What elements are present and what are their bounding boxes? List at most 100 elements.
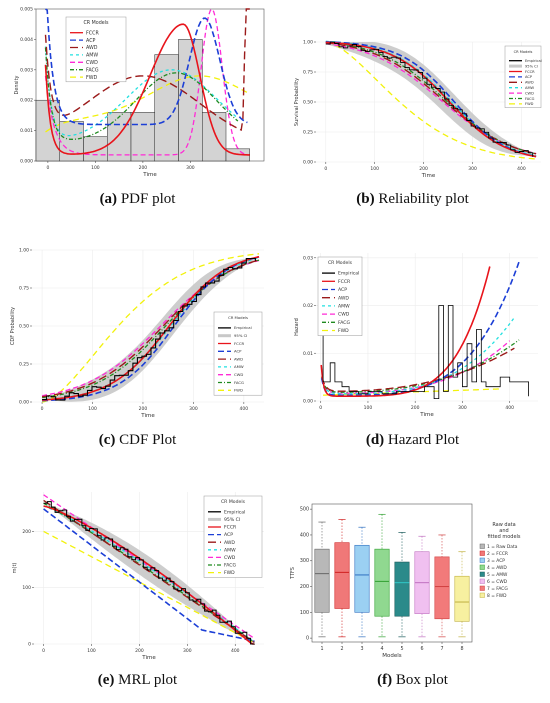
- x-tick-label: 100: [88, 406, 97, 412]
- legend-title: CR Models: [514, 50, 533, 54]
- legend-label: 95% CI: [234, 333, 247, 338]
- legend-swatch: [479, 592, 485, 598]
- ci-band: [42, 257, 259, 402]
- x-tick-label: 300: [183, 648, 192, 654]
- box-rect: [314, 548, 330, 613]
- x-tick-label: 300: [468, 166, 477, 172]
- legend-label: AWD: [338, 295, 349, 301]
- caption-cdf: (c) CDF Plot: [0, 432, 275, 449]
- legend-label: ACP: [525, 75, 533, 79]
- series-awd-line: [321, 347, 515, 392]
- series-fccr-line: [320, 266, 491, 397]
- mrl-panel: 0 100 200 300 400 0 100 200 Time m(t) CR Models Emp…: [4, 484, 269, 666]
- series-empirical-line: [43, 501, 255, 645]
- x-tick-label: 300: [458, 405, 467, 411]
- box-rect: [334, 542, 350, 609]
- box-rect: [374, 548, 390, 617]
- histogram-bar: [59, 121, 84, 162]
- series-amw-line: [44, 46, 239, 137]
- series-fwd-line: [325, 41, 537, 160]
- legend-label: AMW: [525, 86, 535, 90]
- legend-label: ACP: [86, 38, 96, 44]
- legend-label: FACG: [86, 67, 99, 73]
- cdf-panel: 0 100 200 300 400 0.00 0.25 0.50 0.75 1.00 Time CDF…: [4, 245, 269, 427]
- x-tick-label: 200: [135, 648, 144, 654]
- histogram-bar: [202, 112, 227, 162]
- x-tick-label: 5: [400, 646, 403, 652]
- legend-label: CWD: [86, 60, 98, 66]
- y-tick-label: 0.001: [20, 128, 33, 134]
- legend-title: fitted models: [487, 534, 520, 540]
- series-awd-line: [43, 499, 255, 643]
- y-axis-label: Survival Probability: [294, 78, 300, 126]
- series-cwd-line: [321, 340, 511, 394]
- y-tick-label: 0.00: [19, 400, 29, 406]
- y-tick-label: 0.00: [303, 399, 313, 405]
- legend-label: FACG: [224, 563, 236, 569]
- y-tick-label: 0.03: [303, 255, 313, 261]
- x-tick-label: 0: [324, 166, 327, 172]
- pdf-panel: 0 100 200 300 0.000 0.001 0.002 0.003 0.004 0.005…: [4, 4, 269, 186]
- plot-border: [311, 503, 473, 643]
- series-facg-line: [321, 339, 520, 393]
- box-rect: [354, 544, 370, 613]
- x-tick-label: 7: [440, 646, 443, 652]
- legend-title: CR Models: [328, 260, 353, 266]
- legend-label: AWD: [86, 45, 98, 51]
- legend-label: FWD: [224, 570, 235, 576]
- legend-label: FWD: [525, 102, 534, 106]
- y-tick-label: 0.75: [303, 70, 313, 76]
- legend-label: AWD: [234, 356, 243, 361]
- y-tick-label: 0.005: [20, 7, 33, 13]
- legend-label: FWD: [338, 328, 349, 334]
- y-axis-label: Hazard: [294, 318, 300, 336]
- box-rect: [394, 561, 410, 617]
- legend-label: AWD: [525, 81, 534, 85]
- y-tick-label: 500: [300, 507, 309, 513]
- legend-swatch: [479, 564, 485, 570]
- legend-swatch: [479, 585, 485, 591]
- series-fccr-line: [43, 505, 255, 645]
- y-tick-label: 0.002: [20, 98, 33, 104]
- y-tick-label: 0.25: [19, 362, 29, 368]
- caption-text: Hazard Plot: [387, 432, 460, 448]
- hazard-chart: 0 100 200 300 400 0.00 0.01 0.02 0.03 Time Hazard C…: [294, 253, 538, 418]
- ci-band: [325, 42, 537, 156]
- legend-label: FWD: [86, 75, 98, 81]
- legend-label: 1 = Raw Data: [487, 544, 518, 550]
- legend-title: CR Models: [228, 315, 248, 320]
- legend-label: ACP: [234, 349, 242, 354]
- y-tick-label: 0.02: [303, 303, 313, 309]
- legend-box: [65, 16, 127, 83]
- x-tick-label: 200: [139, 406, 148, 412]
- legend-label: FCCR: [86, 30, 99, 36]
- legend-label: FCCR: [224, 525, 237, 531]
- y-tick-label: 0.50: [303, 100, 313, 106]
- legend-box: [213, 311, 263, 396]
- y-tick-label: 100: [300, 610, 309, 616]
- y-axis-label: Density: [14, 75, 20, 94]
- reliability-panel: 0 100 200 300 400 0.00 0.25 0.50 0.75 1.00 Time Sur…: [282, 36, 547, 186]
- caption-text: PDF plot: [120, 191, 176, 207]
- legend-swatch: [479, 571, 485, 577]
- legend-label: 95% CI: [525, 64, 538, 68]
- caption-mrl: (e) MRL plot: [0, 672, 275, 689]
- x-tick-label: 100: [87, 648, 96, 654]
- x-tick-label: 400: [517, 166, 526, 172]
- hazard-panel: 0 100 200 300 400 0.00 0.01 0.02 0.03 Time Hazard C…: [282, 245, 547, 427]
- x-tick-label: 400: [231, 648, 240, 654]
- x-tick-label: 8: [460, 646, 463, 652]
- series-empirical-line: [320, 295, 529, 399]
- x-axis-label: Time: [141, 655, 156, 661]
- legend-label: AMW: [338, 304, 350, 310]
- series-acp-line: [42, 256, 260, 402]
- x-axis-label: Time: [140, 413, 155, 419]
- x-tick-label: 200: [139, 165, 148, 171]
- series-empirical-line: [42, 257, 256, 401]
- legend-box: [203, 495, 263, 578]
- x-tick-label: 0: [46, 165, 49, 171]
- series-fwd-line: [41, 253, 260, 403]
- box-rect: [434, 556, 450, 620]
- cdf-chart: 0 100 200 300 400 0.00 0.25 0.50 0.75 1.00 Time CDF…: [10, 248, 264, 419]
